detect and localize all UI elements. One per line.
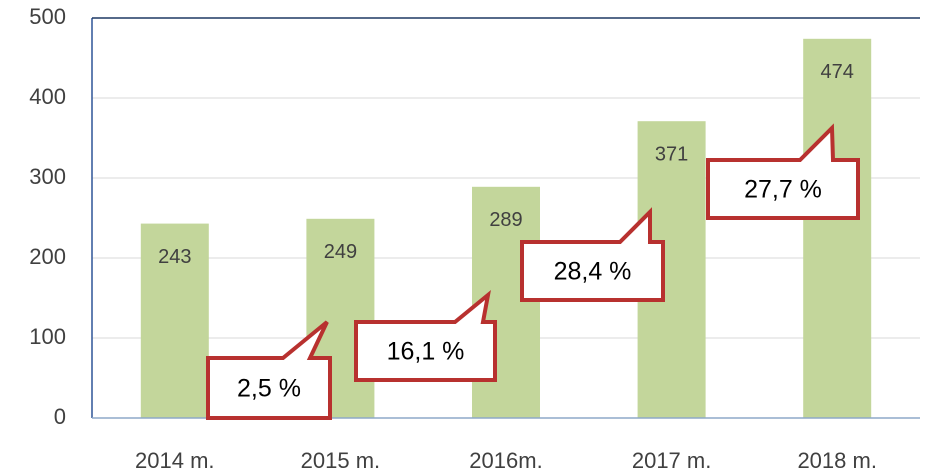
- callout: [354, 289, 497, 382]
- x-tick-label: 2017 m.: [632, 448, 712, 472]
- y-tick-label: 300: [29, 164, 66, 189]
- annotation: 16,1 %: [387, 338, 465, 366]
- y-tick-label: 0: [54, 404, 66, 429]
- x-tick-label: 2018 m.: [797, 448, 877, 472]
- value-label: 249: [324, 241, 357, 263]
- value-label: 243: [158, 246, 191, 268]
- y-tick-label: 400: [29, 84, 66, 109]
- y-tick-label: 200: [29, 244, 66, 269]
- bar: [140, 223, 209, 418]
- annotation: 28,4 %: [554, 258, 632, 286]
- x-tick-label: 2016m.: [469, 448, 542, 472]
- annotation: 2,5 %: [237, 375, 301, 403]
- y-tick-label: 100: [29, 324, 66, 349]
- callout: [206, 320, 332, 420]
- y-tick-label: 500: [29, 4, 66, 29]
- bar: [803, 38, 872, 419]
- value-label: 371: [655, 143, 688, 165]
- value-label: 289: [489, 209, 522, 231]
- x-tick-label: 2015 m.: [301, 448, 381, 472]
- callout: [520, 207, 665, 302]
- callout: [706, 123, 860, 220]
- value-label: 474: [821, 61, 854, 83]
- x-tick-label: 2014 m.: [135, 448, 215, 472]
- annotation: 27,7 %: [744, 176, 822, 204]
